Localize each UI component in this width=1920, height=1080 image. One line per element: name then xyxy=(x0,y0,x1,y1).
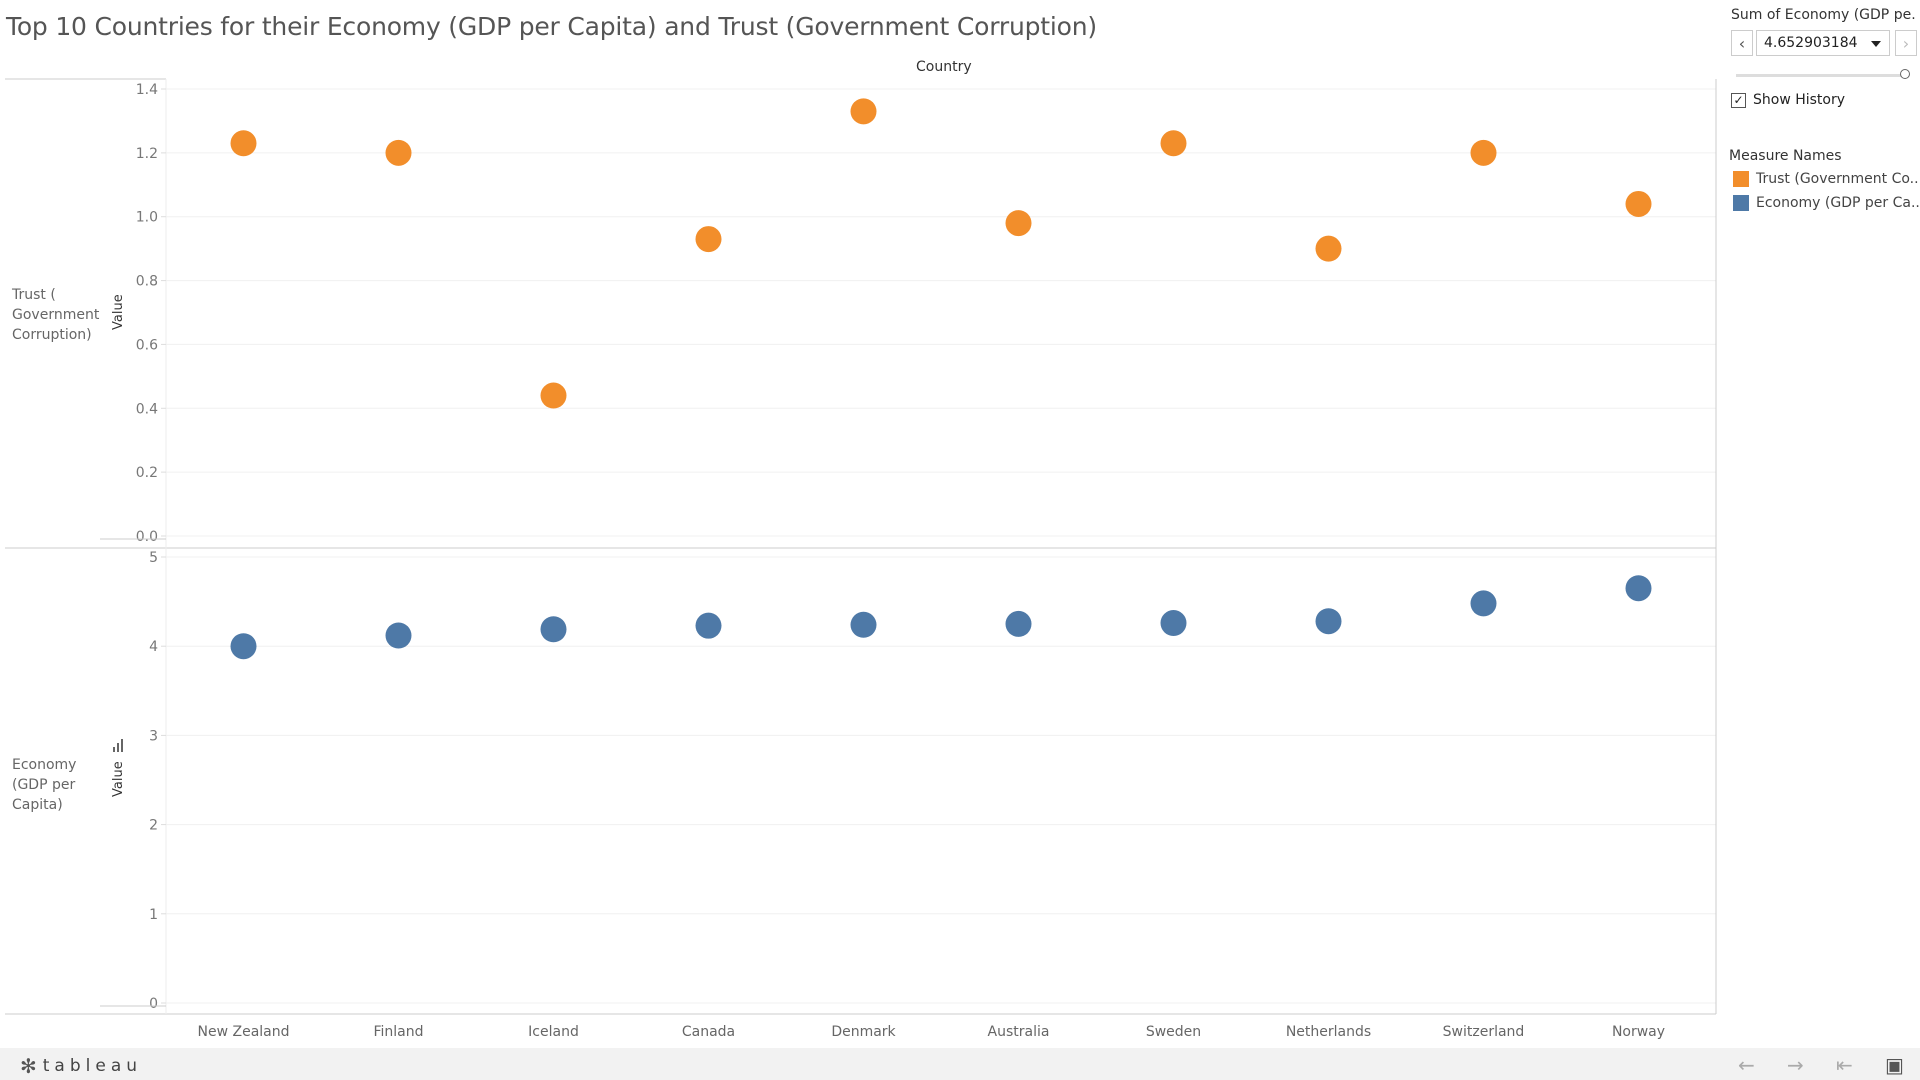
x-tick-label: Sweden xyxy=(1146,1024,1201,1040)
chevron-right-icon: › xyxy=(1902,33,1910,53)
legend-title: Measure Names xyxy=(1729,148,1842,164)
economy-point-denmark xyxy=(850,611,877,638)
x-tick-label: Finland xyxy=(373,1024,423,1040)
y-tick-label: 3 xyxy=(149,728,158,744)
trust-row-label: Trust ( Government Corruption) xyxy=(12,287,100,343)
y-tick-label: 1.0 xyxy=(136,210,158,226)
legend-item-economy[interactable]: Economy (GDP per Ca... xyxy=(1733,195,1920,211)
economy-point-new-zealand xyxy=(230,633,257,660)
fullscreen-icon: ▣ xyxy=(1885,1053,1904,1077)
tableau-logo-text: tableau xyxy=(42,1056,143,1076)
show-history-checkbox[interactable]: ✓ xyxy=(1731,92,1746,108)
redo-button[interactable]: → xyxy=(1787,1053,1804,1077)
trust-point-denmark xyxy=(850,98,877,125)
x-tick-label: Norway xyxy=(1612,1024,1665,1040)
x-tick-label: Netherlands xyxy=(1286,1024,1371,1040)
legend-item-trust[interactable]: Trust (Government Co... xyxy=(1733,171,1920,187)
x-tick-label: Iceland xyxy=(528,1024,579,1040)
economy-point-switzerland xyxy=(1470,590,1497,617)
mark-layer xyxy=(230,98,1652,660)
trust-point-norway xyxy=(1625,190,1652,217)
x-tick-label: New Zealand xyxy=(198,1024,290,1040)
economy-point-norway xyxy=(1625,575,1652,602)
x-tick-label: Denmark xyxy=(831,1024,896,1040)
legend-swatch-economy xyxy=(1733,195,1749,211)
tableau-logo[interactable]: ✻ tableau xyxy=(20,1054,142,1078)
legend-label-economy: Economy (GDP per Ca... xyxy=(1756,195,1920,211)
y-tick-label: 0.6 xyxy=(136,337,158,353)
chevron-down-icon xyxy=(1871,41,1881,47)
show-history-toggle[interactable]: ✓ Show History xyxy=(1731,92,1845,108)
y-tick-label: 1 xyxy=(149,907,158,923)
filter-title: Sum of Economy (GDP pe... xyxy=(1731,7,1917,23)
y-tick-label: 1.4 xyxy=(136,82,158,98)
selected-value: 4.652903184 xyxy=(1764,35,1858,51)
trust-point-new-zealand xyxy=(230,130,257,157)
fullscreen-button[interactable]: ▣ xyxy=(1885,1053,1904,1077)
economy-point-sweden xyxy=(1160,610,1187,637)
undo-button[interactable]: ← xyxy=(1738,1053,1755,1077)
value-slider-handle[interactable] xyxy=(1900,69,1910,79)
next-value-button[interactable]: › xyxy=(1895,30,1917,56)
value-dropdown[interactable]: 4.652903184 xyxy=(1756,30,1890,56)
chevron-left-icon: ‹ xyxy=(1738,33,1746,53)
arrow-left-icon: ← xyxy=(1738,1053,1755,1077)
trust-point-netherlands xyxy=(1315,235,1342,262)
previous-value-button[interactable]: ‹ xyxy=(1731,30,1753,56)
trust-point-australia xyxy=(1005,210,1032,237)
revert-button[interactable]: ⇤ xyxy=(1836,1053,1853,1077)
grid-layer xyxy=(166,88,1716,1004)
y-tick-label: 0.8 xyxy=(136,274,158,290)
y-tick-label: 2 xyxy=(149,818,158,834)
arrow-right-icon: → xyxy=(1787,1053,1804,1077)
trust-point-iceland xyxy=(540,382,567,409)
economy-value-axis-label: Value xyxy=(111,761,126,797)
chart-title: Top 10 Countries for their Economy (GDP … xyxy=(6,12,1097,41)
footer-bar xyxy=(0,1048,1920,1080)
trust-value-axis-label: Value xyxy=(111,294,126,330)
legend-swatch-trust xyxy=(1733,171,1749,187)
x-tick-label: Switzerland xyxy=(1443,1024,1525,1040)
economy-point-iceland xyxy=(540,616,567,643)
economy-point-finland xyxy=(385,622,412,649)
x-tick-label: Australia xyxy=(988,1024,1050,1040)
y-tick-label: 0.4 xyxy=(136,401,158,417)
value-slider-track[interactable] xyxy=(1736,74,1904,77)
economy-point-australia xyxy=(1005,610,1032,637)
revert-icon: ⇤ xyxy=(1836,1053,1853,1077)
y-tick-label: 0.2 xyxy=(136,465,158,481)
y-tick-label: 4 xyxy=(149,639,158,655)
y-tick-label: 5 xyxy=(149,550,158,566)
economy-row-label: Economy (GDP per Capita) xyxy=(12,757,77,813)
chart-area: 0.0 0.2 0.4 0.6 0.8 1.0 1.2 1.4 0 1 2 3 4 5 New Zealan… xyxy=(5,78,1717,1040)
economy-point-canada xyxy=(695,612,722,639)
y-tick-label: 0 xyxy=(149,996,158,1012)
axis-layer: 0.0 0.2 0.4 0.6 0.8 1.0 1.2 1.4 0 1 2 3 4 5 New Zealan… xyxy=(5,78,1717,1040)
trust-point-switzerland xyxy=(1470,139,1497,166)
trust-point-finland xyxy=(385,139,412,166)
legend-label-trust: Trust (Government Co... xyxy=(1756,171,1920,187)
trust-point-sweden xyxy=(1160,130,1187,157)
trust-point-canada xyxy=(695,226,722,253)
economy-point-netherlands xyxy=(1315,608,1342,635)
y-tick-label: 0.0 xyxy=(136,529,158,545)
y-tick-label: 1.2 xyxy=(136,146,158,162)
x-tick-label: Canada xyxy=(682,1024,735,1040)
column-header: Country xyxy=(916,59,972,75)
tableau-logo-icon: ✻ xyxy=(20,1054,37,1078)
show-history-label: Show History xyxy=(1753,92,1846,108)
bar-chart-icon xyxy=(113,738,127,752)
